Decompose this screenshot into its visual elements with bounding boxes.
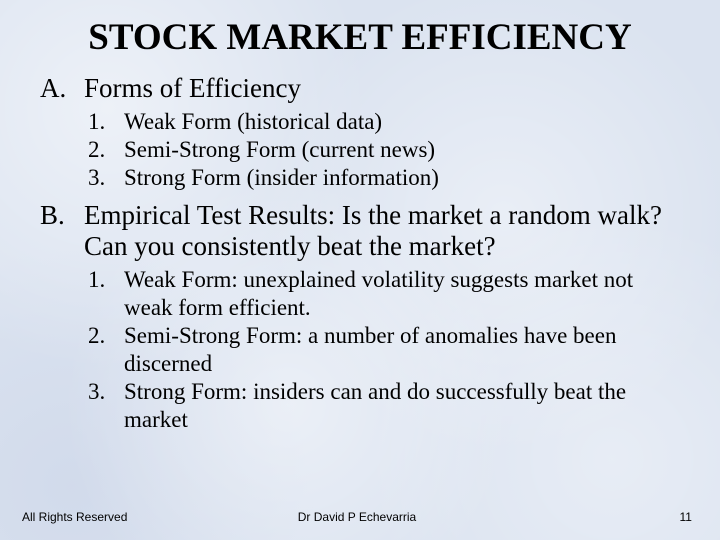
item-text: Strong Form (insider information) [124,164,686,192]
list-item: 3. Strong Form (insider information) [34,164,686,192]
section-b-text: Empirical Test Results: Is the market a … [84,200,686,262]
section-b-marker: B. [34,200,84,262]
slide-title: STOCK MARKET EFFICIENCY [34,18,686,59]
item-text: Strong Form: insiders can and do success… [124,378,686,434]
list-item: 2. Semi-Strong Form (current news) [34,136,686,164]
section-a-marker: A. [34,73,84,104]
section-a: A. Forms of Efficiency [34,73,686,104]
item-marker: 3. [88,164,124,192]
item-text: Semi-Strong Form: a number of anomalies … [124,322,686,378]
section-b-items: 1. Weak Form: unexplained volatility sug… [34,266,686,434]
footer-right: 11 [469,510,692,524]
outline-list: A. Forms of Efficiency 1. Weak Form (his… [34,73,686,435]
list-item: 2. Semi-Strong Form: a number of anomali… [34,322,686,378]
section-b: B. Empirical Test Results: Is the market… [34,200,686,262]
item-text: Semi-Strong Form (current news) [124,136,686,164]
list-item: 3. Strong Form: insiders can and do succ… [34,378,686,434]
item-marker: 3. [88,378,124,406]
item-marker: 2. [88,136,124,164]
item-marker: 1. [88,266,124,294]
item-marker: 1. [88,108,124,136]
footer-center: Dr David P Echevarria [245,510,468,524]
list-item: 1. Weak Form (historical data) [34,108,686,136]
footer-left: All Rights Reserved [22,510,245,524]
section-a-text: Forms of Efficiency [84,73,686,104]
section-a-items: 1. Weak Form (historical data) 2. Semi-S… [34,108,686,192]
footer: All Rights Reserved Dr David P Echevarri… [0,510,720,524]
item-marker: 2. [88,322,124,350]
slide: STOCK MARKET EFFICIENCY A. Forms of Effi… [0,0,720,540]
list-item: 1. Weak Form: unexplained volatility sug… [34,266,686,322]
item-text: Weak Form: unexplained volatility sugges… [124,266,686,322]
item-text: Weak Form (historical data) [124,108,686,136]
